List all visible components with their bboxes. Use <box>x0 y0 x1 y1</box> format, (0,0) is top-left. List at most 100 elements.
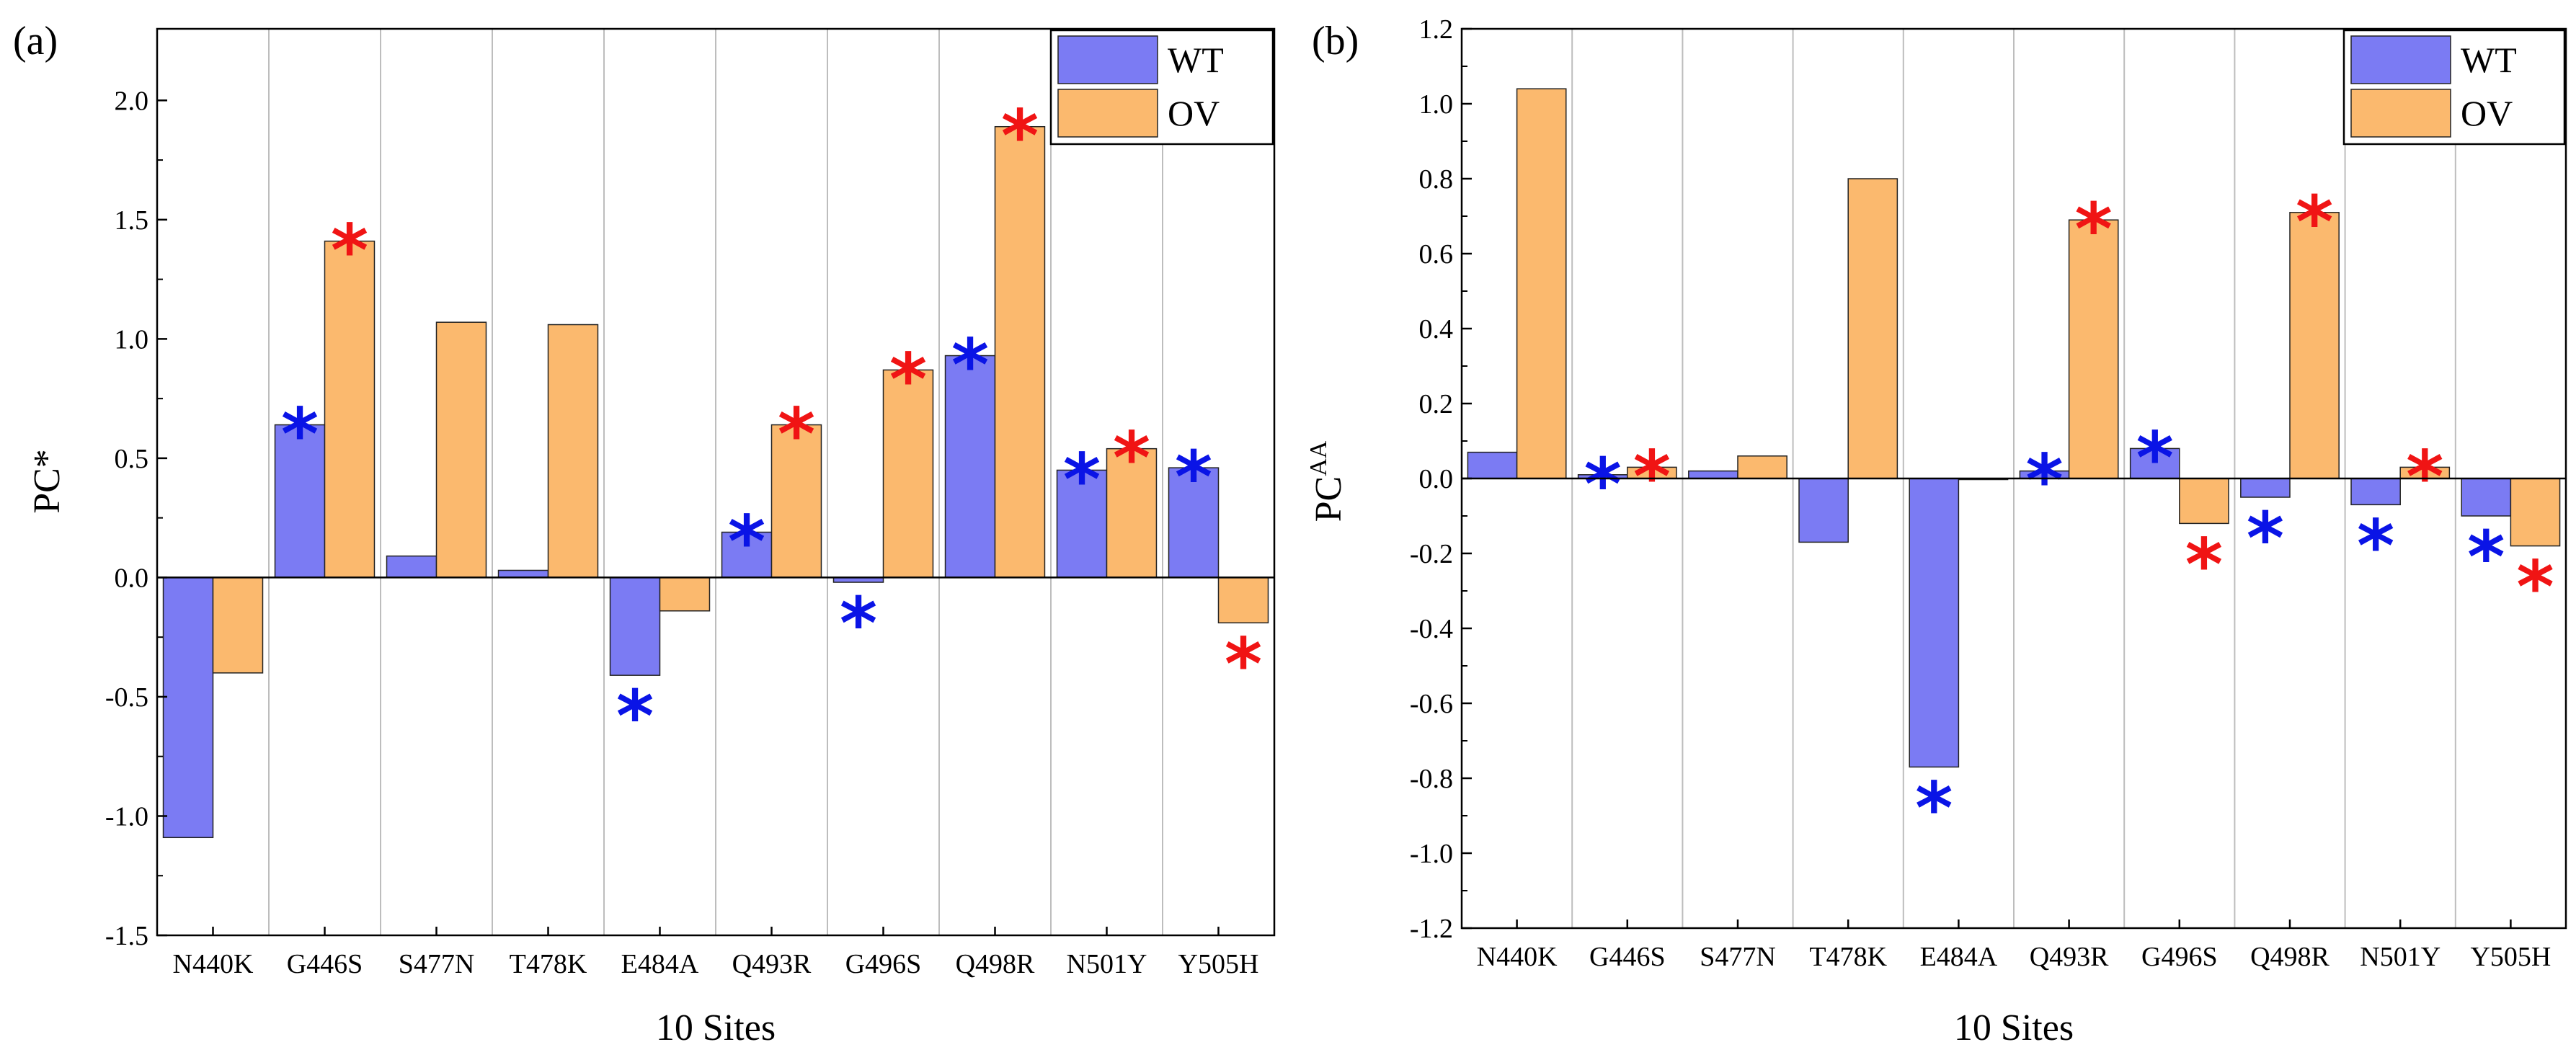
chart-panel-a: ****** *******-1.5-1.0-0.50.00.51.01.52.0… <box>13 19 1276 1048</box>
bar-ov-t478k <box>1847 178 1898 479</box>
x-tick-label-e484a: E484A <box>1920 942 1998 972</box>
x-tick-label-s477n: S477N <box>399 949 475 979</box>
bar-wt-s477n <box>386 555 438 579</box>
significance-star-wt-n501y: * <box>1063 437 1101 522</box>
significance-star-ov-g496s: * <box>2185 522 2223 607</box>
axes-frame <box>156 27 1276 937</box>
y-tick-label: 1.2 <box>1419 14 1454 45</box>
significance-star-wt-g496s: * <box>840 582 877 666</box>
y-axis-title-main: PC <box>1308 476 1349 522</box>
y-axis-title-group: PCAA <box>1305 440 1349 522</box>
x-tick-label-n501y: N501Y <box>2360 942 2440 972</box>
y-tick-label: -1.2 <box>1410 914 1453 944</box>
y-tick-label: 0.2 <box>1419 389 1454 419</box>
bar-ov-g496s <box>2179 478 2229 525</box>
y-tick-label: -0.2 <box>1410 539 1453 569</box>
x-tick-label-y505h: Y505H <box>1178 949 1259 979</box>
y-tick-label: 0.5 <box>115 444 149 474</box>
y-tick-label: -0.5 <box>105 682 148 713</box>
legend-swatch-wt <box>2350 35 2451 84</box>
bar-ov-q498r <box>2289 212 2340 479</box>
bar-wt-n440k <box>1467 451 1518 479</box>
significance-star-wt-n501y: * <box>2357 504 2394 588</box>
significance-star-ov-q498r: * <box>2296 180 2333 264</box>
bar-wt-e484a <box>1909 478 1960 768</box>
x-tick-label-q493r: Q493R <box>732 949 812 979</box>
x-tick-label-e484a: E484A <box>621 949 699 979</box>
x-tick-label-q493r: Q493R <box>2030 942 2109 972</box>
x-axis-title: 10 Sites <box>656 1007 776 1048</box>
significance-star-wt-g446s: * <box>1584 442 1622 527</box>
x-tick-label-n440k: N440K <box>173 949 254 979</box>
bar-ov-n440k <box>212 576 264 674</box>
y-tick-label: 0.8 <box>1419 164 1454 195</box>
legend-swatch-wt <box>1057 35 1158 84</box>
legend-label-ov: OV <box>2461 93 2513 133</box>
bar-ov-n440k <box>1516 88 1567 479</box>
bar-ov-s477n <box>435 321 487 579</box>
bar-ov-y505h <box>2510 478 2561 547</box>
bar-ov-s477n <box>1737 455 1787 479</box>
y-axis-title: PCAA <box>1305 440 1349 522</box>
y-axis-title-main: PC* <box>27 449 68 514</box>
significance-star-wt-y505h: * <box>1175 435 1212 520</box>
legend-label-ov: OV <box>1168 93 1220 133</box>
significance-star-wt-q498r: * <box>951 324 989 408</box>
y-tick-label: 1.0 <box>1419 89 1454 120</box>
legend-swatch-ov <box>2350 89 2451 138</box>
panel-label: (b) <box>1312 19 1359 63</box>
x-tick-label-t478k: T478K <box>510 949 587 979</box>
x-tick-label-g446s: G446S <box>1589 942 1666 972</box>
significance-star-ov-q498r: * <box>1001 94 1039 179</box>
significance-star-wt-y505h: * <box>2467 515 2505 600</box>
bar-wt-t478k <box>497 569 549 579</box>
panel-label: (a) <box>13 19 58 63</box>
significance-star-wt-g446s: * <box>281 393 319 477</box>
y-axis-title-group: PC* <box>27 449 68 514</box>
significance-star-ov-g496s: * <box>889 337 927 422</box>
x-tick-label-n501y: N501Y <box>1067 949 1147 979</box>
bar-ov-n501y <box>1106 447 1158 579</box>
legend-label-wt: WT <box>1168 40 1224 80</box>
bar-ov-e484a <box>659 576 711 612</box>
y-axis-title-superscript: AA <box>1305 440 1332 476</box>
bar-ov-t478k <box>547 324 599 579</box>
x-tick-label-q498r: Q498R <box>2250 942 2329 972</box>
significance-star-wt-q498r: * <box>2247 496 2284 581</box>
bar-wt-q498r <box>2240 478 2291 498</box>
y-tick-label: -0.6 <box>1410 689 1453 719</box>
bar-ov-y505h <box>1217 576 1269 624</box>
bar-wt-n501y <box>2350 478 2401 506</box>
bar-wt-y505h <box>2461 478 2512 517</box>
significance-star-ov-g446s: * <box>1633 435 1671 519</box>
x-tick-label-n440k: N440K <box>1477 942 1558 972</box>
y-tick-label: -1.5 <box>105 921 148 951</box>
x-axis-title: 10 Sites <box>1954 1007 2074 1048</box>
y-axis-title: PC* <box>27 449 68 514</box>
significance-star-ov-y505h: * <box>2516 545 2554 630</box>
significance-star-wt-q493r: * <box>2025 439 2063 523</box>
chart-panel-b: *** ** * *******-1.2-1.0-0.8-0.6-0.4-0.20.0… <box>1305 14 2567 1048</box>
significance-star-wt-q493r: * <box>728 500 765 584</box>
bar-wt-n440k <box>162 576 214 839</box>
significance-star-wt-e484a: * <box>616 674 654 759</box>
bar-wt-n501y <box>1056 469 1108 579</box>
y-tick-label: 0.6 <box>1419 239 1454 270</box>
y-tick-label: 0.0 <box>1419 464 1454 494</box>
legend-swatch-ov <box>1057 89 1158 138</box>
significance-star-ov-n501y: * <box>1113 417 1150 501</box>
y-tick-label: 1.5 <box>115 205 149 236</box>
y-tick-label: -1.0 <box>1410 839 1453 869</box>
x-tick-label-g446s: G446S <box>287 949 363 979</box>
bar-ov-q498r <box>994 125 1046 579</box>
y-tick-label: 0.0 <box>115 563 149 593</box>
bar-wt-e484a <box>609 576 661 676</box>
significance-star-ov-q493r: * <box>2075 187 2113 272</box>
x-tick-label-q498r: Q498R <box>956 949 1035 979</box>
x-tick-label-g496s: G496S <box>845 949 922 979</box>
x-tick-label-t478k: T478K <box>1809 942 1887 972</box>
bar-ov-q493r <box>2068 219 2119 479</box>
bar-wt-t478k <box>1798 478 1849 543</box>
y-tick-label: -0.8 <box>1410 764 1453 794</box>
y-tick-label: -0.4 <box>1410 614 1453 644</box>
